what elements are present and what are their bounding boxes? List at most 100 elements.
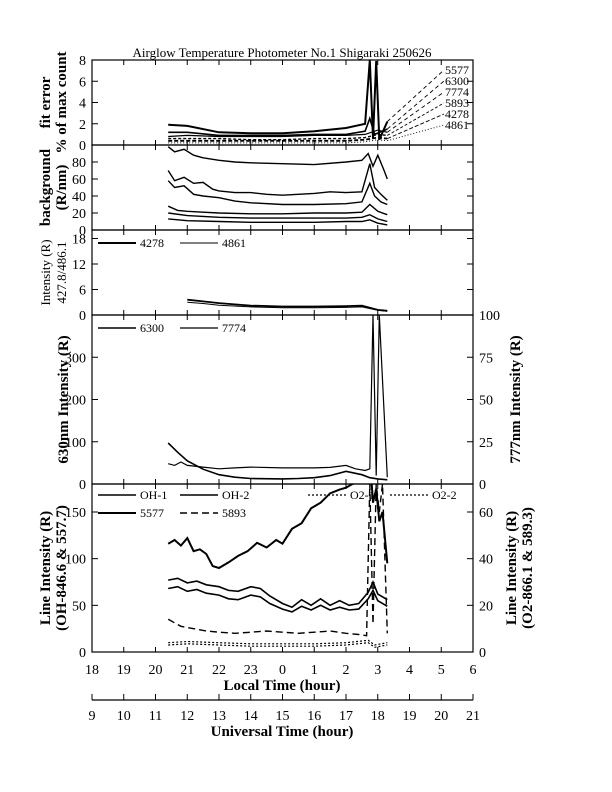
y-tick-label: 0 [79, 309, 86, 324]
legend-label-7774: 7774 [445, 85, 469, 99]
y-tick-label: 0 [79, 224, 86, 239]
panel-frame [91, 144, 474, 231]
local-time-tick-label: 1 [311, 663, 318, 678]
series-line-7774 [168, 129, 388, 138]
legend-label-4278: 4278 [140, 236, 164, 250]
legend-label-4861: 4861 [222, 236, 246, 250]
panel-p1: 0 2 4 6 8 fit error% of max count 557763007774… [38, 51, 474, 154]
y-right-tick-label: 0 [479, 478, 486, 493]
local-time-axis-label: Local Time (hour) [224, 678, 341, 694]
series-group [167, 484, 389, 648]
local-time-tick-label: 2 [343, 663, 350, 678]
series-line-f [168, 218, 388, 226]
legend-label-7774: 7774 [222, 321, 246, 335]
ut-tick-label: 17 [339, 709, 353, 724]
y-axis-label: 427.8/486.1 [54, 241, 69, 303]
series-line-5893 [168, 133, 388, 141]
y-tick-label: 100 [65, 436, 86, 451]
legend-leader-5893 [387, 102, 445, 136]
local-time-tick-label: 20 [149, 663, 163, 678]
y-right-axis-label: 777nm Intensity (R) [508, 335, 524, 463]
series-line-6300 [168, 115, 388, 137]
y-axis-label: 630nm Intensity (R) [56, 335, 72, 463]
ut-tick-label: 13 [212, 709, 226, 724]
y-tick-label: 0 [79, 478, 86, 493]
series-line-4861 [187, 301, 388, 312]
legend-label-o2-1: O2-1 [350, 488, 375, 502]
y-right-tick-label: 100 [479, 309, 500, 324]
ut-tick-label: 10 [117, 709, 131, 724]
legend-label-4278: 4278 [445, 107, 469, 121]
series-group [167, 146, 388, 226]
ut-tick-label: 18 [371, 709, 385, 724]
y-axis-label: % of max count [54, 51, 70, 153]
legend-label-5577: 5577 [445, 63, 469, 77]
legend-label-oh-1: OH-1 [140, 488, 167, 502]
legend-leader-4861 [387, 124, 445, 142]
y-axis-label: (R/nm) [54, 165, 70, 211]
local-time-tick-label: 21 [180, 663, 194, 678]
ut-tick-label: 12 [180, 709, 194, 724]
series-line-5577 [168, 60, 389, 141]
local-time-tick-label: 6 [470, 663, 477, 678]
y-tick-label: 100 [65, 553, 86, 568]
y-tick-label: 4 [79, 97, 86, 112]
legend-leader-6300 [386, 80, 445, 130]
y-right-tick-label: 60 [479, 506, 493, 521]
series-line-7774 [168, 315, 388, 478]
y-right-tick-label: 0 [479, 646, 486, 661]
y-tick-label: 8 [79, 54, 86, 69]
y-tick-label: 0 [79, 646, 86, 661]
series-line-b [167, 163, 388, 201]
legend-leader-5577 [386, 69, 445, 122]
panel-frame [91, 314, 474, 485]
series-line-oh-2 [168, 585, 388, 613]
ut-tick-label: 14 [244, 709, 258, 724]
series-group [167, 315, 388, 481]
y-tick-label: 0 [79, 139, 86, 154]
y-tick-label: 18 [72, 233, 86, 248]
local-time-tick-label: 4 [406, 663, 413, 678]
local-time-tick-label: 3 [374, 663, 381, 678]
series-line-4278 [187, 298, 388, 312]
legend-label-4861: 4861 [445, 118, 469, 132]
y-right-tick-label: 75 [479, 351, 493, 366]
ut-tick-label: 9 [89, 709, 96, 724]
panel-p3: 0 6 12 18 Intensity (R) 427.8/486.1 4278 4861 [38, 229, 474, 324]
ut-tick-label: 16 [307, 709, 321, 724]
series-line-o2-1 [168, 639, 388, 646]
legend-label-5893: 5893 [445, 96, 469, 110]
y-tick-label: 150 [65, 506, 86, 521]
y-right-tick-label: 20 [479, 599, 493, 614]
y-tick-label: 6 [79, 75, 86, 90]
ut-tick-label: 19 [403, 709, 417, 724]
y-tick-label: 50 [72, 599, 86, 614]
y-tick-label: 6 [79, 284, 86, 299]
y-right-axis-label: Line Intensity (R) [504, 511, 520, 625]
legend-label-o2-2: O2-2 [432, 488, 457, 502]
ut-tick-label: 11 [149, 709, 162, 724]
y-axis-label: (OH-846.6 & 557.7) [54, 505, 70, 631]
panel-frame [91, 59, 474, 146]
series-line-e [168, 212, 388, 223]
legend-label-5893: 5893 [222, 506, 246, 520]
panel-p5: 0 50 100 150 0 20 40 60 Line Intensity (R) (OH-84… [38, 483, 536, 661]
y-tick-label: 60 [72, 173, 86, 188]
y-axis-label: background [38, 148, 54, 226]
local-time-tick-label: 18 [85, 663, 99, 678]
y-tick-label: 12 [72, 258, 86, 273]
y-right-axis-label: (O2-866.1 & 589.3) [520, 507, 536, 629]
y-tick-label: 40 [72, 190, 86, 205]
y-axis-label: Intensity (R) [38, 239, 53, 305]
series-line-d [167, 203, 388, 216]
y-right-tick-label: 40 [479, 553, 493, 568]
local-time-tick-label: 0 [279, 663, 286, 678]
series-line-5577 [167, 484, 389, 570]
local-time-tick-label: 22 [212, 663, 226, 678]
local-time-tick-label: 19 [117, 663, 131, 678]
ut-tick-label: 20 [434, 709, 448, 724]
legend-leader-7774 [387, 91, 445, 133]
local-time-tick-label: 23 [244, 663, 258, 678]
y-right-tick-label: 25 [479, 436, 493, 451]
